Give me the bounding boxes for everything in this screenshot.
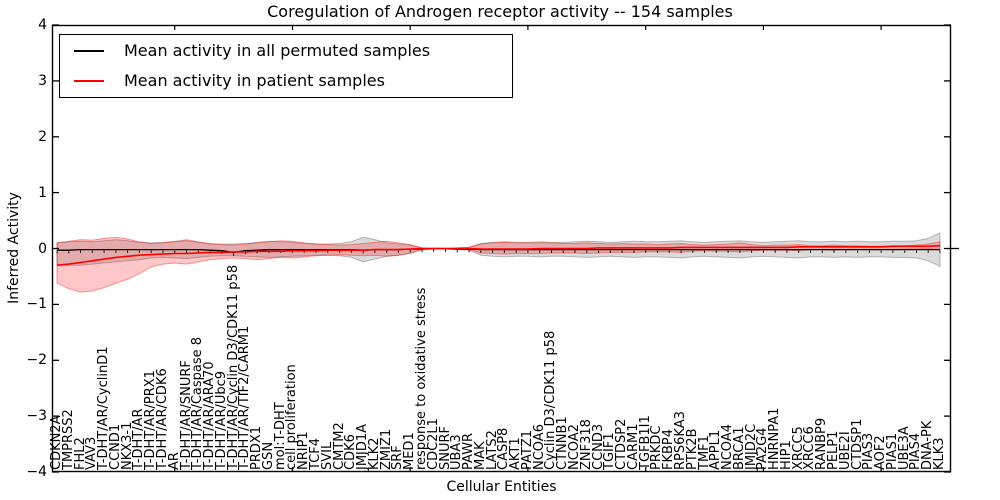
- permuted-point-markers: [56, 249, 941, 256]
- legend-item-patient: Mean activity in patient samples: [60, 68, 512, 94]
- legend: Mean activity in all permuted samples Me…: [59, 34, 513, 98]
- y-tick-label: 3: [38, 72, 47, 89]
- legend-label-permuted: Mean activity in all permuted samples: [124, 41, 431, 61]
- y-tick-label: −3: [26, 408, 47, 425]
- y-tick-label: 2: [38, 128, 47, 145]
- x-tick-label: KLK3: [932, 437, 947, 470]
- legend-item-permuted: Mean activity in all permuted samples: [60, 38, 512, 64]
- y-tick-label: −2: [26, 352, 47, 369]
- y-tick-label: 1: [38, 184, 47, 201]
- legend-line-red: [74, 79, 104, 82]
- patient-band: [56, 236, 941, 293]
- y-tick-label: −1: [26, 296, 47, 313]
- x-axis-label: Cellular Entities: [446, 479, 557, 495]
- chart-title: Coregulation of Androgen receptor activi…: [267, 2, 733, 21]
- y-tick-label: 0: [38, 240, 47, 257]
- patient-mean-line: [56, 244, 941, 267]
- legend-line-black: [74, 50, 104, 53]
- y-tick-label: −4: [26, 464, 47, 480]
- legend-label-patient: Mean activity in patient samples: [124, 70, 385, 90]
- y-tick-label: 4: [38, 17, 47, 33]
